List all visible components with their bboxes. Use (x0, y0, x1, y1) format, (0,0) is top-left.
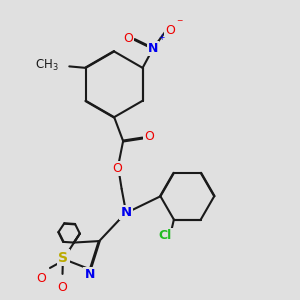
Text: O: O (112, 162, 122, 175)
Text: N: N (121, 206, 132, 219)
Text: O: O (36, 272, 46, 285)
Text: S: S (58, 250, 68, 265)
Text: $^+$: $^+$ (158, 33, 166, 43)
Text: O: O (123, 32, 133, 44)
Text: $^-$: $^-$ (175, 18, 184, 28)
Text: Cl: Cl (158, 230, 172, 242)
Text: O: O (58, 281, 68, 294)
Text: N: N (85, 268, 95, 281)
Text: O: O (165, 24, 175, 37)
Text: CH$_3$: CH$_3$ (35, 58, 59, 73)
Text: O: O (144, 130, 154, 143)
Text: N: N (148, 42, 158, 55)
